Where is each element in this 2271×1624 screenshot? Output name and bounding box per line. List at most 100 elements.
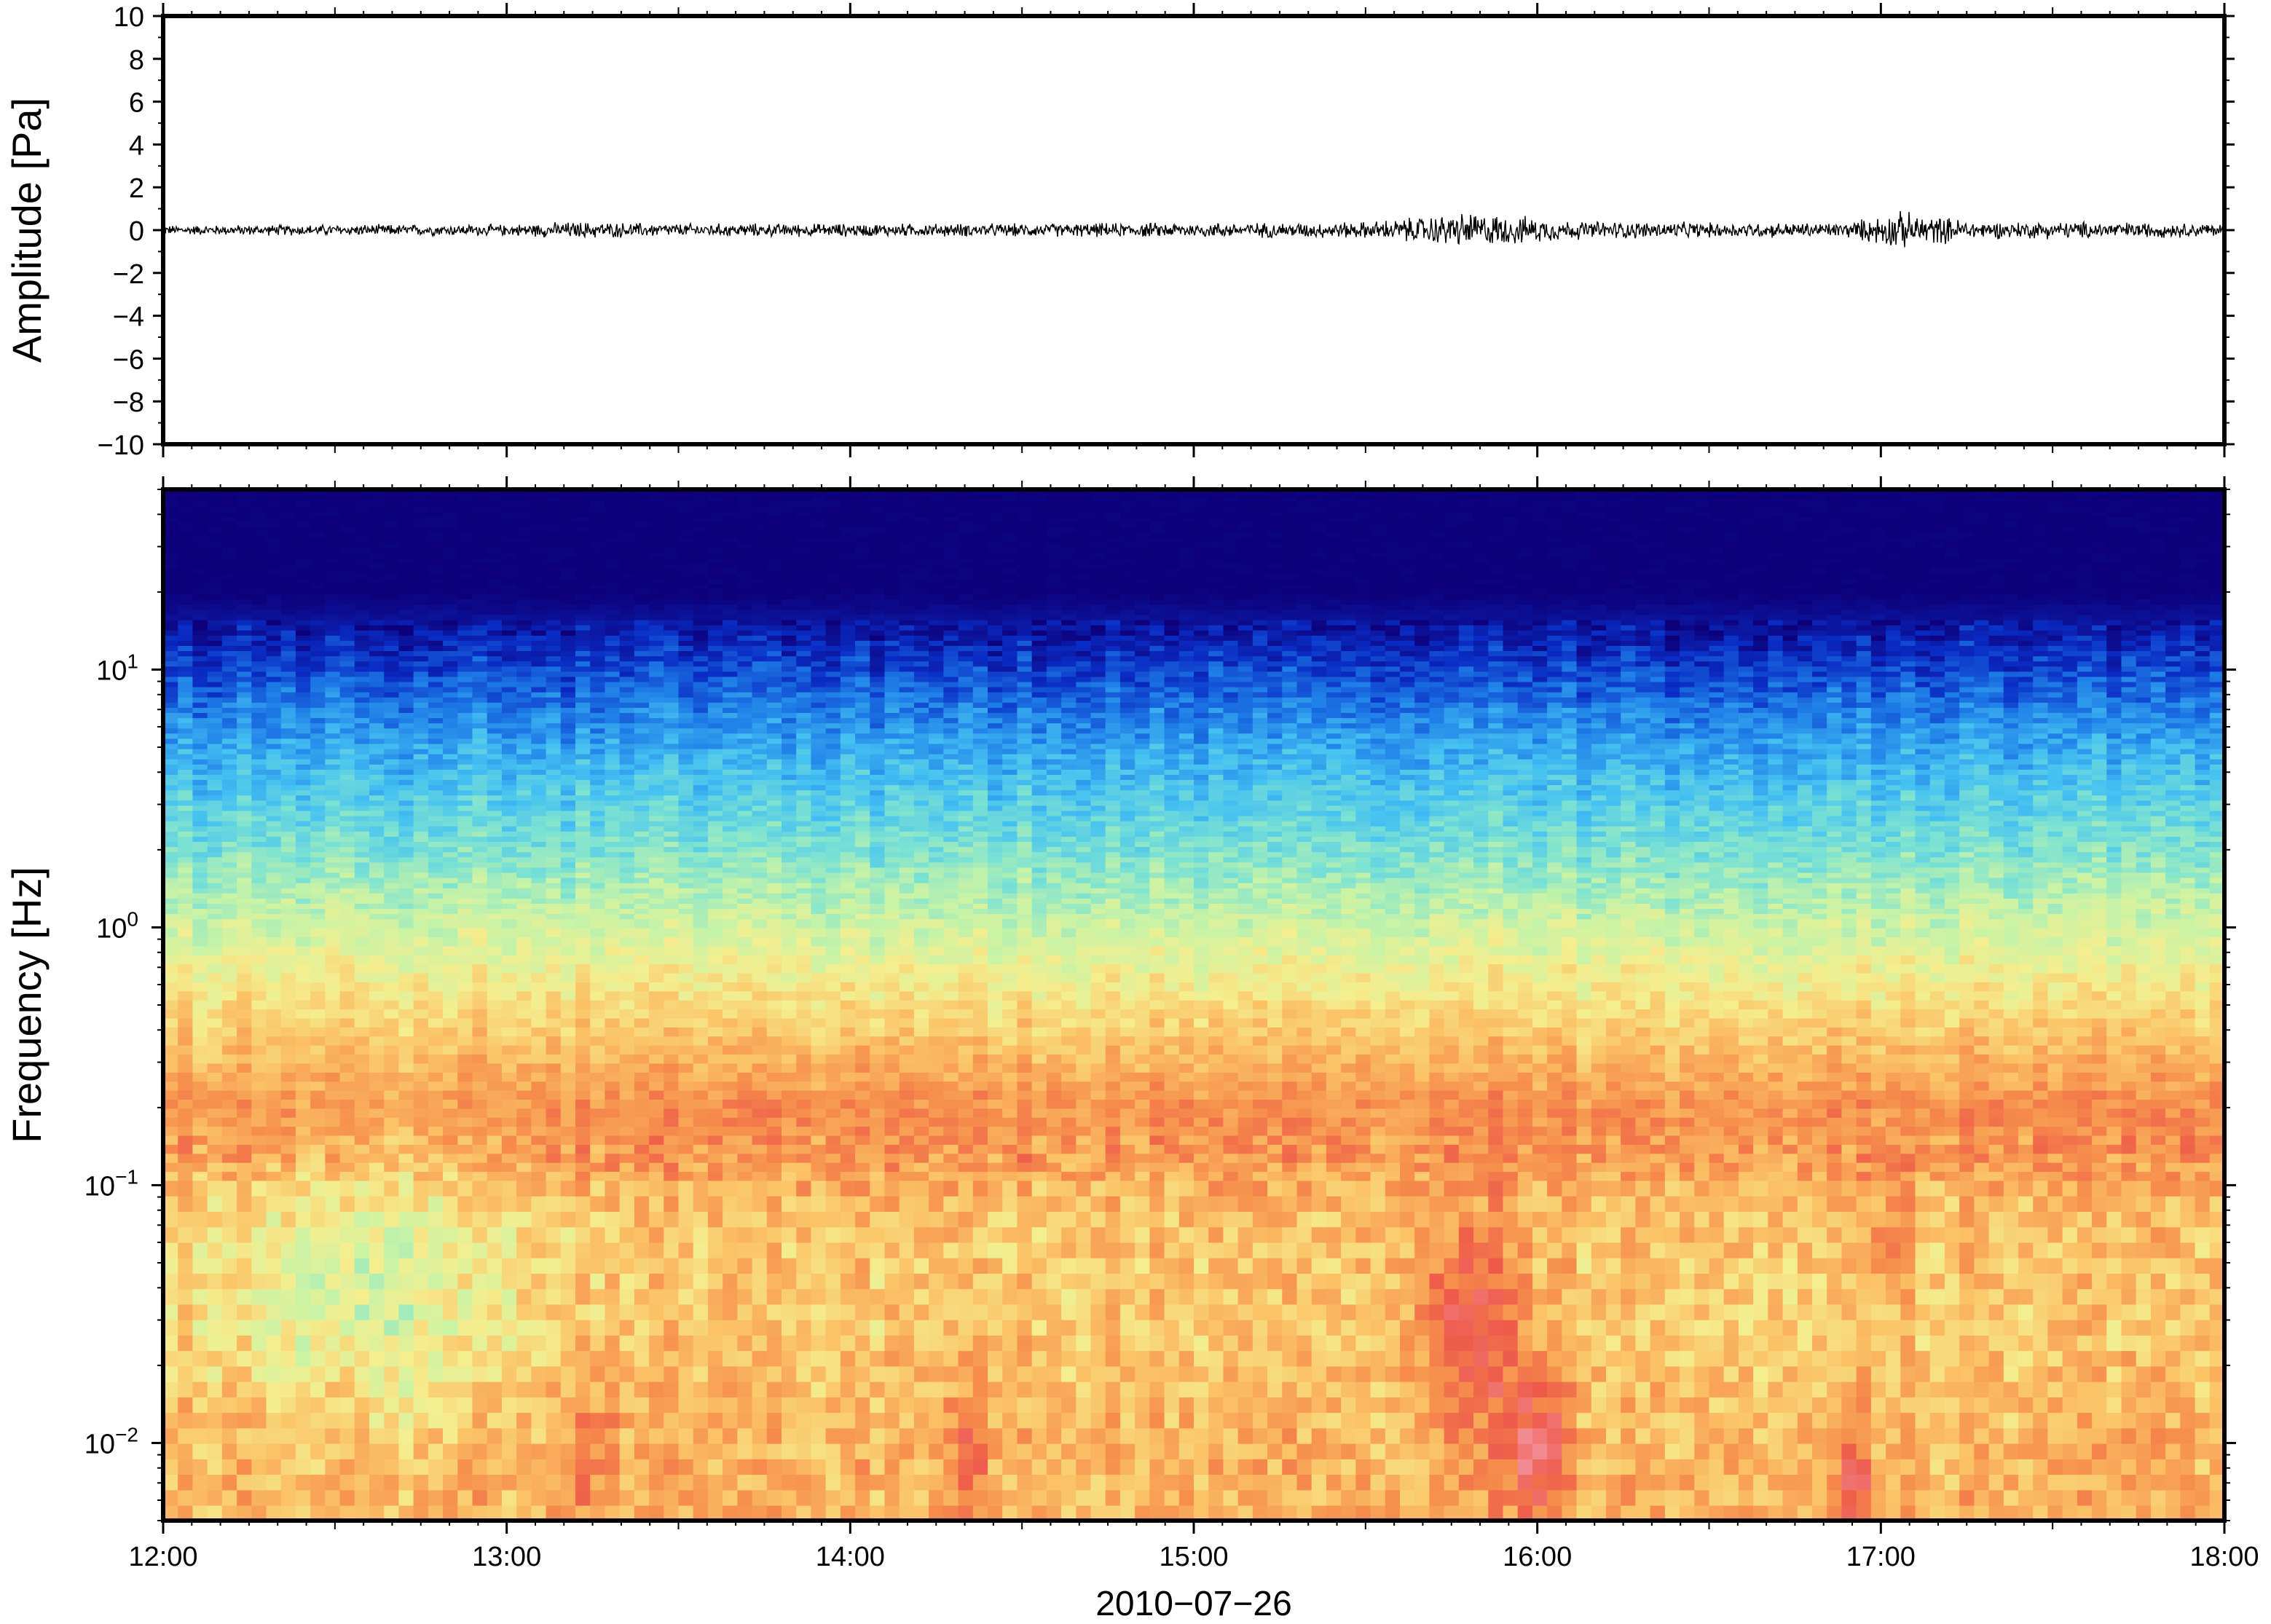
spectrogram-cell <box>634 1381 650 1398</box>
spectrogram-cell <box>664 990 680 1001</box>
waveform-frame <box>161 14 2227 446</box>
spectrogram-cell <box>266 1505 282 1521</box>
spectrogram-cell <box>546 877 562 883</box>
spectrogram-cell <box>619 758 635 765</box>
spectrogram-cell <box>443 937 459 947</box>
spectrogram-cell <box>237 1397 253 1414</box>
spectrogram-cell <box>605 527 621 533</box>
spectrogram-cell <box>221 999 237 1010</box>
spectrogram-cell <box>619 990 635 1001</box>
spectrogram-cell <box>590 650 606 657</box>
spectrogram-cell <box>339 604 355 610</box>
spectrogram-cell <box>443 1063 459 1073</box>
spectrogram-cell <box>678 1319 694 1336</box>
spectrogram-cell <box>472 1135 488 1145</box>
spectrogram-cell <box>295 691 311 698</box>
spectrogram-cell <box>310 1017 326 1028</box>
spectrogram-cell <box>339 532 355 538</box>
spectrogram-cell <box>457 552 473 559</box>
spectrogram-cell <box>192 856 208 863</box>
spectrogram-cell <box>531 655 547 662</box>
spectrogram-cell <box>531 567 547 574</box>
spectrogram-cell <box>634 1027 650 1037</box>
spectrogram-cell <box>428 1072 444 1082</box>
spectrogram-cell <box>354 913 370 920</box>
spectrogram-cell <box>163 784 179 791</box>
spectrogram-cell <box>266 1099 282 1109</box>
spectrogram-cell <box>354 1459 370 1475</box>
spectrogram-cell <box>664 1044 680 1055</box>
spectrogram-cell <box>531 841 547 848</box>
spectrogram-cell <box>251 542 267 548</box>
spectrogram-cell <box>619 898 635 904</box>
spectrogram-cell <box>634 872 650 878</box>
spectrogram-cell <box>178 841 194 848</box>
spectrogram-cell <box>237 1335 253 1352</box>
spectrogram-cell <box>605 1099 621 1109</box>
spectrogram-cell <box>295 666 311 672</box>
spectrogram-cell <box>575 846 591 853</box>
spectrogram-cell <box>664 588 680 595</box>
spectrogram-cell <box>546 913 562 920</box>
spectrogram-cell <box>398 722 414 729</box>
spectrogram-cell <box>280 1180 296 1197</box>
spectrogram-cell <box>605 825 621 832</box>
spectrogram-cell <box>178 722 194 729</box>
spectrogram-cell <box>560 1211 576 1228</box>
spectrogram-cell <box>443 640 459 646</box>
spectrogram-cell <box>678 1257 694 1274</box>
spectrogram-cell <box>546 908 562 915</box>
spectrogram-cell <box>207 825 223 832</box>
spectrogram-cell <box>428 1108 444 1118</box>
spectrogram-cell <box>605 1365 621 1382</box>
spectrogram-cell <box>251 779 267 786</box>
spectrogram-cell <box>501 856 517 863</box>
spectrogram-cell <box>531 1412 547 1429</box>
spectrogram-cell <box>280 1226 296 1243</box>
spectrogram-cell <box>178 862 194 868</box>
spectrogram-cell <box>634 903 650 910</box>
spectrogram-cell <box>501 712 517 719</box>
spectrogram-cell <box>413 1397 429 1414</box>
spectrogram-cell <box>384 972 400 982</box>
spectrogram-cell <box>354 1226 370 1243</box>
spectrogram-cell <box>384 717 400 724</box>
spectrogram-cell <box>310 1126 326 1136</box>
spectrogram-cell <box>560 769 576 775</box>
spectrogram-cell <box>649 573 665 579</box>
spectrogram-cell <box>280 1126 296 1136</box>
spectrogram-cell <box>163 635 179 641</box>
spectrogram-cell <box>560 655 576 662</box>
spectrogram-cell <box>354 815 370 821</box>
spectrogram-cell <box>369 1443 385 1459</box>
spectrogram-cell <box>649 846 665 853</box>
spectrogram-cell <box>178 937 194 947</box>
spectrogram-cell <box>634 557 650 564</box>
spectrogram-cell <box>428 945 444 955</box>
waveform-y-tick-label: 6 <box>129 88 144 119</box>
spectrogram-cell <box>619 707 635 714</box>
spectrogram-cell <box>487 676 503 682</box>
spectrogram-cell <box>590 1304 606 1320</box>
spectrogram-cell <box>560 1257 576 1274</box>
spectrogram-cell <box>237 963 253 974</box>
spectrogram-cell <box>398 547 414 553</box>
spectrogram-cell <box>325 908 341 915</box>
spectrogram-cell <box>634 898 650 904</box>
spectrogram-cell <box>237 702 253 708</box>
spectrogram-cell <box>472 867 488 873</box>
spectrogram-cell <box>605 1063 621 1073</box>
spectrogram-cell <box>472 779 488 786</box>
spectrogram-cell <box>560 1427 576 1444</box>
spectrogram-cell <box>472 594 488 600</box>
spectrogram-cell <box>501 532 517 538</box>
spectrogram-cell <box>354 1009 370 1019</box>
spectrogram-cell <box>354 1081 370 1091</box>
spectrogram-cell <box>221 1017 237 1028</box>
spectrogram-cell <box>221 1257 237 1274</box>
spectrogram-cell <box>192 547 208 553</box>
spectrogram-cell <box>266 856 282 863</box>
spectrogram-cell <box>664 877 680 883</box>
spectrogram-cell <box>619 1153 635 1163</box>
spectrogram-cell <box>207 619 223 626</box>
